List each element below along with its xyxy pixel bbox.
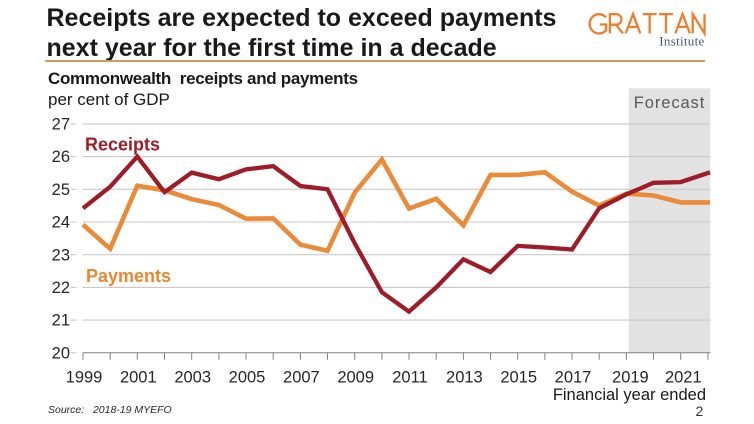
svg-text:2019: 2019 — [612, 369, 649, 387]
svg-text:20: 20 — [52, 344, 70, 362]
svg-text:Receipts: Receipts — [85, 135, 160, 155]
svg-text:26: 26 — [52, 148, 70, 166]
svg-text:2009: 2009 — [337, 369, 374, 387]
svg-text:Payments: Payments — [86, 266, 171, 286]
svg-text:23: 23 — [52, 246, 70, 264]
svg-text:Forecast: Forecast — [634, 94, 705, 112]
svg-text:Financial year ended: Financial year ended — [553, 386, 706, 404]
svg-text:25: 25 — [52, 181, 70, 199]
svg-text:2011: 2011 — [392, 369, 427, 387]
svg-text:27: 27 — [52, 116, 70, 134]
svg-text:2017: 2017 — [555, 369, 592, 387]
svg-text:21: 21 — [52, 312, 70, 330]
svg-text:22: 22 — [52, 279, 70, 297]
svg-text:2005: 2005 — [229, 369, 266, 387]
svg-text:2001: 2001 — [120, 369, 157, 387]
svg-text:24: 24 — [52, 214, 70, 232]
svg-text:2021: 2021 — [665, 369, 702, 387]
svg-text:1999: 1999 — [66, 369, 103, 387]
svg-text:2007: 2007 — [283, 369, 320, 387]
svg-text:Institute: Institute — [659, 34, 704, 49]
svg-text:2015: 2015 — [500, 369, 537, 387]
svg-text:2013: 2013 — [446, 369, 483, 387]
svg-text:2003: 2003 — [174, 369, 211, 387]
